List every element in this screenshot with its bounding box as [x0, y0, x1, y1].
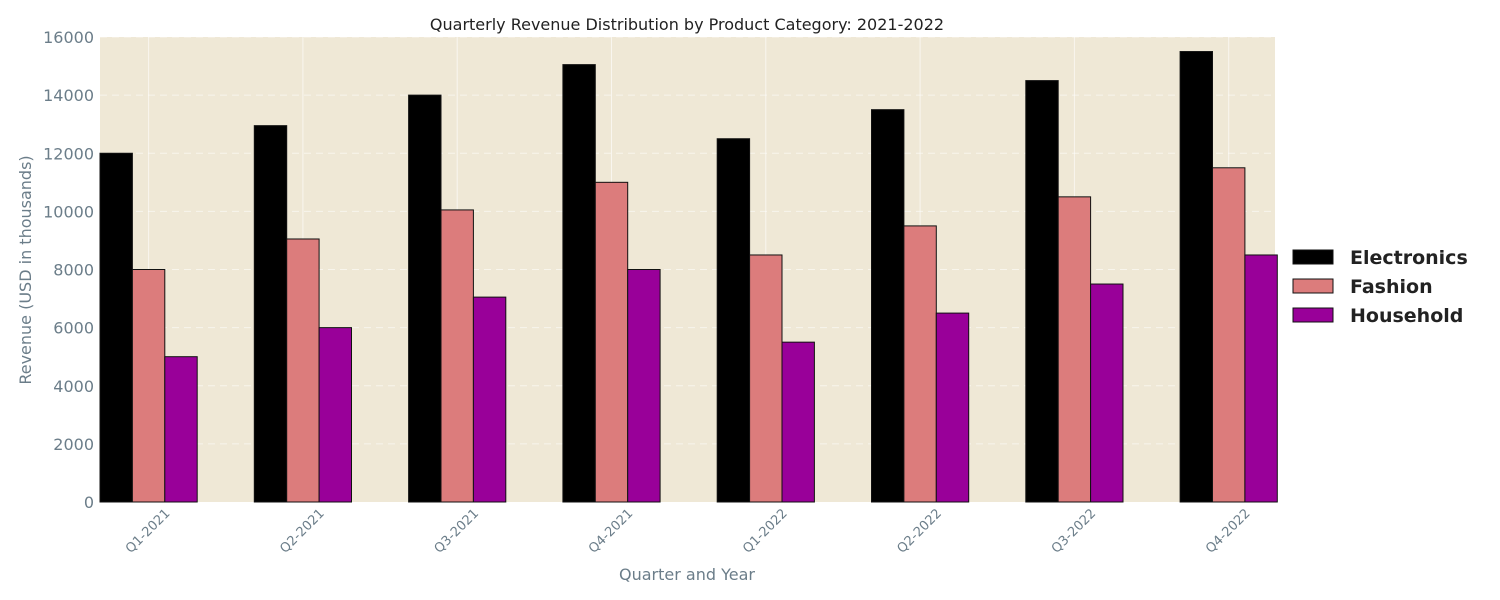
x-tick-label: Q1-2021 [123, 506, 173, 556]
y-tick-label: 12000 [43, 144, 94, 163]
legend: Electronics Fashion Household [1292, 247, 1468, 327]
bar-fashion-q2-2021 [286, 238, 320, 503]
y-tick-label: 14000 [43, 86, 94, 105]
y-tick-label: 16000 [43, 28, 94, 47]
bar-electronics-q2-2021 [253, 125, 288, 503]
y-axis-label: Revenue (USD in thousands) [16, 155, 35, 384]
chart-title: Quarterly Revenue Distribution by Produc… [430, 15, 944, 34]
y-tick-label: 4000 [53, 377, 94, 396]
y-axis-ticks: 0 2000 4000 6000 8000 10000 12000 14000 16000 [43, 28, 94, 512]
bars-layer [99, 51, 1278, 503]
bar-electronics-q1-2021 [99, 152, 133, 503]
bar-electronics-q2-2022 [871, 109, 905, 503]
legend-swatch-household [1292, 307, 1334, 323]
bar-household-q4-2021 [627, 269, 661, 503]
bar-household-q2-2022 [935, 312, 970, 503]
bar-electronics-q3-2022 [1025, 80, 1059, 503]
bar-fashion-q4-2021 [594, 181, 629, 503]
legend-label-electronics: Electronics [1350, 247, 1468, 269]
legend-swatch-fashion [1292, 278, 1334, 294]
bar-household-q4-2022 [1244, 254, 1278, 503]
bar-fashion-q1-2022 [749, 254, 783, 503]
bar-electronics-q4-2022 [1179, 51, 1213, 503]
bar-household-q1-2021 [164, 356, 198, 503]
x-tick-label: Q3-2022 [1049, 506, 1099, 556]
legend-label-fashion: Fashion [1350, 276, 1433, 298]
x-tick-label: Q2-2021 [277, 506, 327, 556]
y-tick-label: 2000 [53, 435, 94, 454]
bar-fashion-q1-2021 [131, 269, 166, 503]
bar-fashion-q4-2022 [1212, 167, 1246, 503]
y-tick-label: 0 [84, 493, 94, 512]
x-tick-label: Q4-2022 [1203, 506, 1253, 556]
x-axis-label: Quarter and Year [619, 565, 755, 584]
bar-fashion-q2-2022 [903, 225, 937, 503]
legend-swatch-electronics [1292, 249, 1334, 265]
x-tick-label: Q4-2021 [586, 506, 636, 556]
y-tick-label: 10000 [43, 202, 94, 221]
bar-household-q3-2021 [472, 296, 507, 503]
x-axis-ticks: Q1-2021 Q2-2021 Q3-2021 Q4-2021 Q1-2022 Q2-20… [123, 506, 1254, 556]
bar-fashion-q3-2021 [440, 209, 474, 503]
bar-household-q1-2022 [781, 341, 815, 503]
bar-fashion-q3-2022 [1057, 196, 1092, 503]
bar-electronics-q3-2021 [408, 94, 442, 503]
legend-label-household: Household [1350, 305, 1463, 327]
y-tick-label: 8000 [53, 261, 94, 280]
bar-electronics-q4-2021 [562, 64, 596, 503]
bar-household-q2-2021 [318, 327, 353, 503]
bar-electronics-q1-2022 [716, 138, 751, 503]
x-tick-label: Q3-2021 [432, 506, 482, 556]
bar-household-q3-2022 [1090, 283, 1124, 503]
x-tick-label: Q1-2022 [740, 506, 790, 556]
y-tick-label: 6000 [53, 319, 94, 338]
x-tick-label: Q2-2022 [895, 506, 945, 556]
